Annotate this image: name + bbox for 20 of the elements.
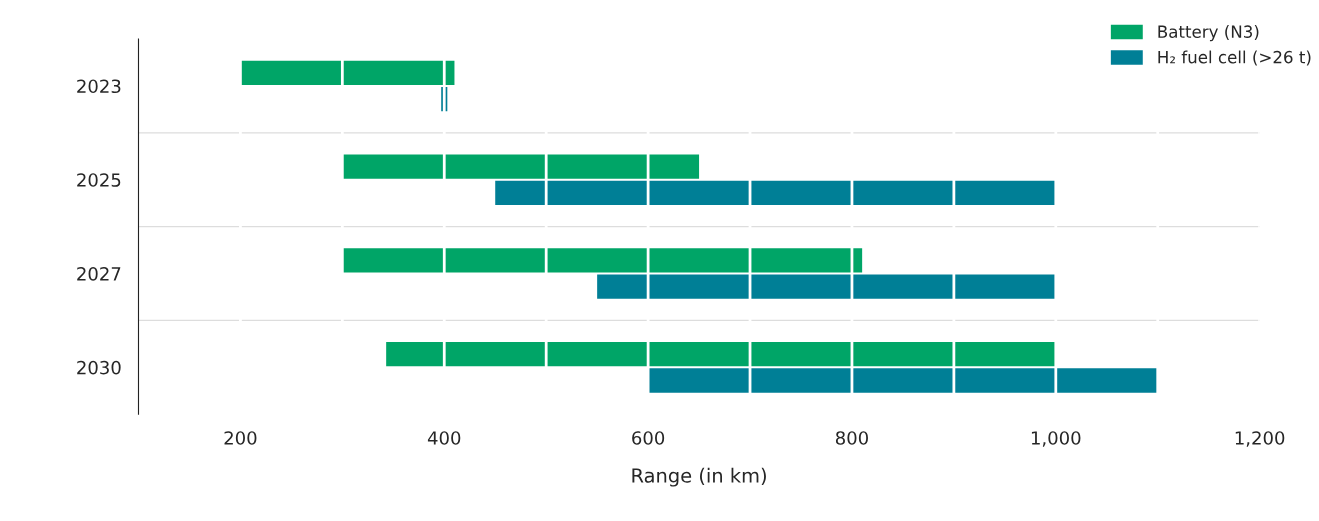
x-tick-label: 600	[632, 431, 665, 445]
bar	[597, 274, 1056, 299]
bar	[342, 154, 700, 179]
y-tick-label: 2027	[77, 266, 121, 281]
x-tick-label: 1,200	[1235, 431, 1285, 447]
legend-label: H₂ fuel cell (>26 t)	[1158, 50, 1311, 66]
y-tick-label: 2030	[77, 360, 121, 375]
bar	[342, 248, 863, 273]
y-tick-label: 2025	[77, 173, 121, 187]
x-tick-label: 800	[835, 431, 868, 445]
x-axis-title: Range (in km)	[632, 467, 766, 487]
bar	[240, 60, 455, 86]
x-tick-label: 1,000	[1031, 431, 1081, 447]
bar	[648, 368, 1158, 393]
x-tick-label: 400	[427, 431, 461, 445]
x-tick-label: 200	[224, 431, 257, 445]
bar	[495, 180, 1056, 206]
legend-label: Battery (N3)	[1158, 25, 1259, 42]
y-tick-label: 2023	[77, 79, 121, 94]
bar	[386, 341, 1056, 367]
